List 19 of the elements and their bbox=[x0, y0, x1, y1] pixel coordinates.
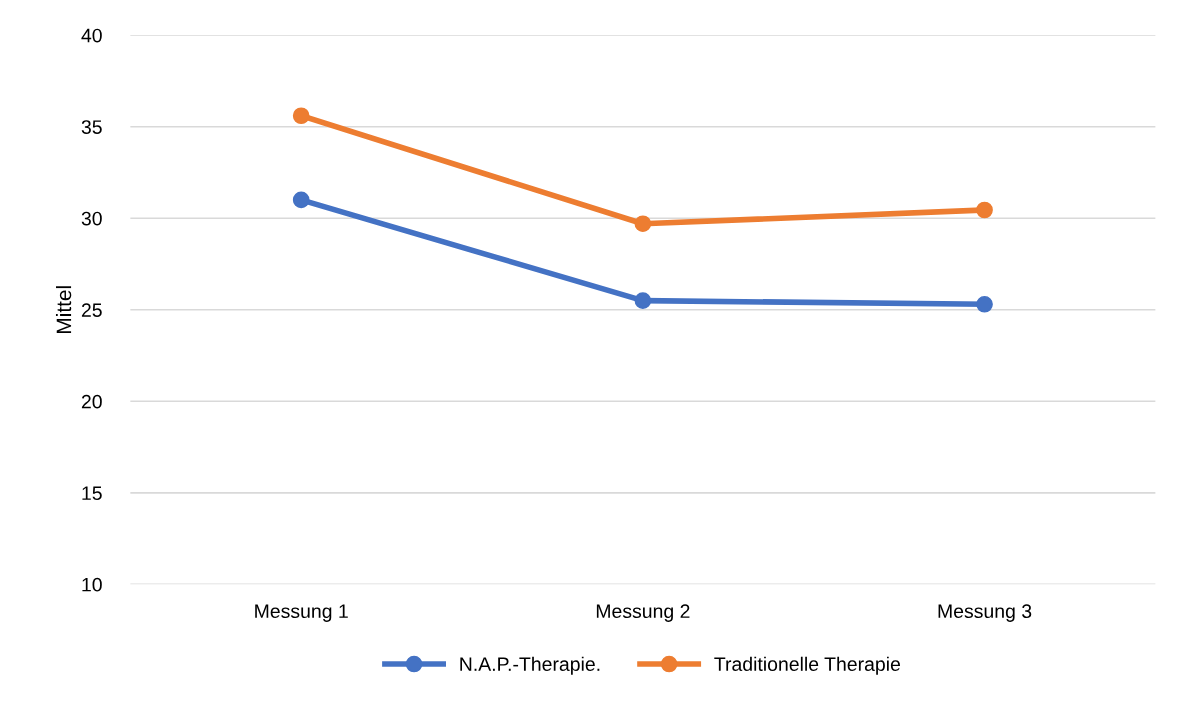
y-tick-label: 20 bbox=[81, 394, 102, 409]
point bbox=[292, 107, 310, 125]
y-tick-label: 25 bbox=[81, 303, 102, 317]
point bbox=[634, 215, 652, 233]
y-tick-label: 10 bbox=[82, 577, 102, 592]
x-tick-label: Messung 3 bbox=[938, 604, 1032, 622]
point bbox=[976, 295, 993, 313]
y-tick-label: 15 bbox=[82, 486, 102, 501]
y-tick-label: 30 bbox=[81, 211, 102, 226]
point bbox=[292, 191, 310, 209]
y-tick-label: 40 bbox=[81, 28, 102, 43]
y-axis-title: Mittel bbox=[55, 286, 72, 333]
point bbox=[634, 292, 652, 309]
x-tick-label: Messung 1 bbox=[255, 604, 348, 622]
legend-label: N.A.P.-Therapie. bbox=[460, 656, 600, 675]
x-tick-label: Messung 2 bbox=[596, 604, 690, 622]
legend-label: Traditionelle Therapie bbox=[714, 656, 900, 675]
point bbox=[976, 201, 993, 219]
y-tick-label: 35 bbox=[81, 120, 102, 134]
